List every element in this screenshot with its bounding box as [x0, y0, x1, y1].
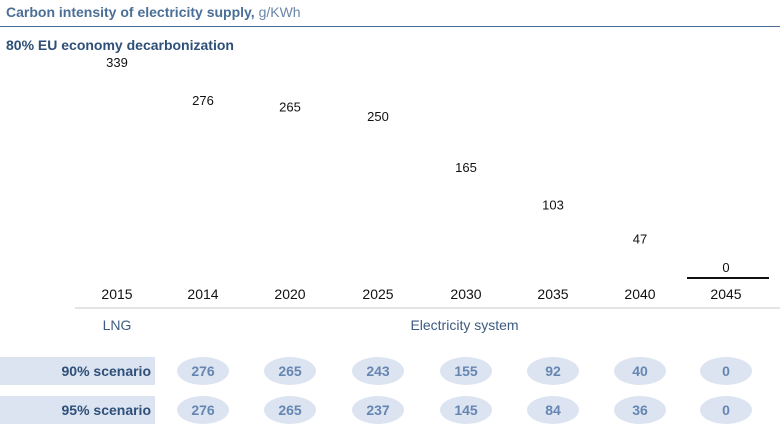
bar-2030	[430, 177, 502, 277]
data-label-2045: 0	[722, 260, 729, 275]
bar-2025	[342, 125, 414, 277]
scenario-value-pill: 276	[177, 357, 229, 385]
x-tick-2035: 2035	[537, 286, 568, 302]
x-tick-2014: 2014	[187, 286, 218, 302]
scenario-value-pill: 36	[614, 396, 666, 424]
scenario-value-pill: 265	[264, 357, 316, 385]
scenario-value-pill: 0	[700, 357, 752, 385]
chart-title-text: Carbon intensity of electricity supply,	[6, 4, 255, 20]
scenario-value-pill: 155	[440, 357, 492, 385]
data-label-2025: 250	[367, 109, 389, 124]
title-divider	[0, 26, 780, 27]
data-label-2015: 339	[106, 55, 128, 70]
scenario-value-pill: 276	[177, 396, 229, 424]
data-label-2014: 276	[192, 93, 214, 108]
scenario-label-1: 95% scenario	[0, 396, 155, 424]
scenario-value-pill: 265	[264, 396, 316, 424]
chart-title-unit: g/KWh	[258, 4, 301, 20]
x-tick-2030: 2030	[450, 286, 481, 302]
x-tick-2015: 2015	[101, 286, 132, 302]
chart-title: Carbon intensity of electricity supply, …	[6, 4, 301, 20]
x-tick-2020: 2020	[274, 286, 305, 302]
bar-2015	[81, 72, 153, 277]
bar-2035	[517, 214, 589, 277]
scenario-value-pill: 40	[614, 357, 666, 385]
scenario-value-pill: 0	[700, 396, 752, 424]
data-label-2030: 165	[455, 160, 477, 175]
data-label-2035: 103	[542, 198, 564, 213]
bar-2014	[167, 110, 239, 277]
bar-2020	[254, 116, 326, 277]
scenario-value-pill: 84	[527, 396, 579, 424]
chart-subtitle: 80% EU economy decarbonization	[6, 37, 234, 53]
group-label-0: LNG	[103, 317, 132, 333]
data-label-2020: 265	[279, 100, 301, 115]
x-tick-2040: 2040	[624, 286, 655, 302]
x-tick-2045: 2045	[710, 286, 741, 302]
scenario-value-pill: 243	[352, 357, 404, 385]
scenario-value-pill: 145	[440, 396, 492, 424]
scenario-label-0: 90% scenario	[0, 357, 155, 385]
scenario-value-pill: 237	[352, 396, 404, 424]
scenario-value-pill: 92	[527, 357, 579, 385]
group-label-1: Electricity system	[410, 317, 518, 333]
x-tick-2025: 2025	[362, 286, 393, 302]
data-label-2040: 47	[633, 232, 647, 247]
bar-2040	[604, 248, 676, 277]
